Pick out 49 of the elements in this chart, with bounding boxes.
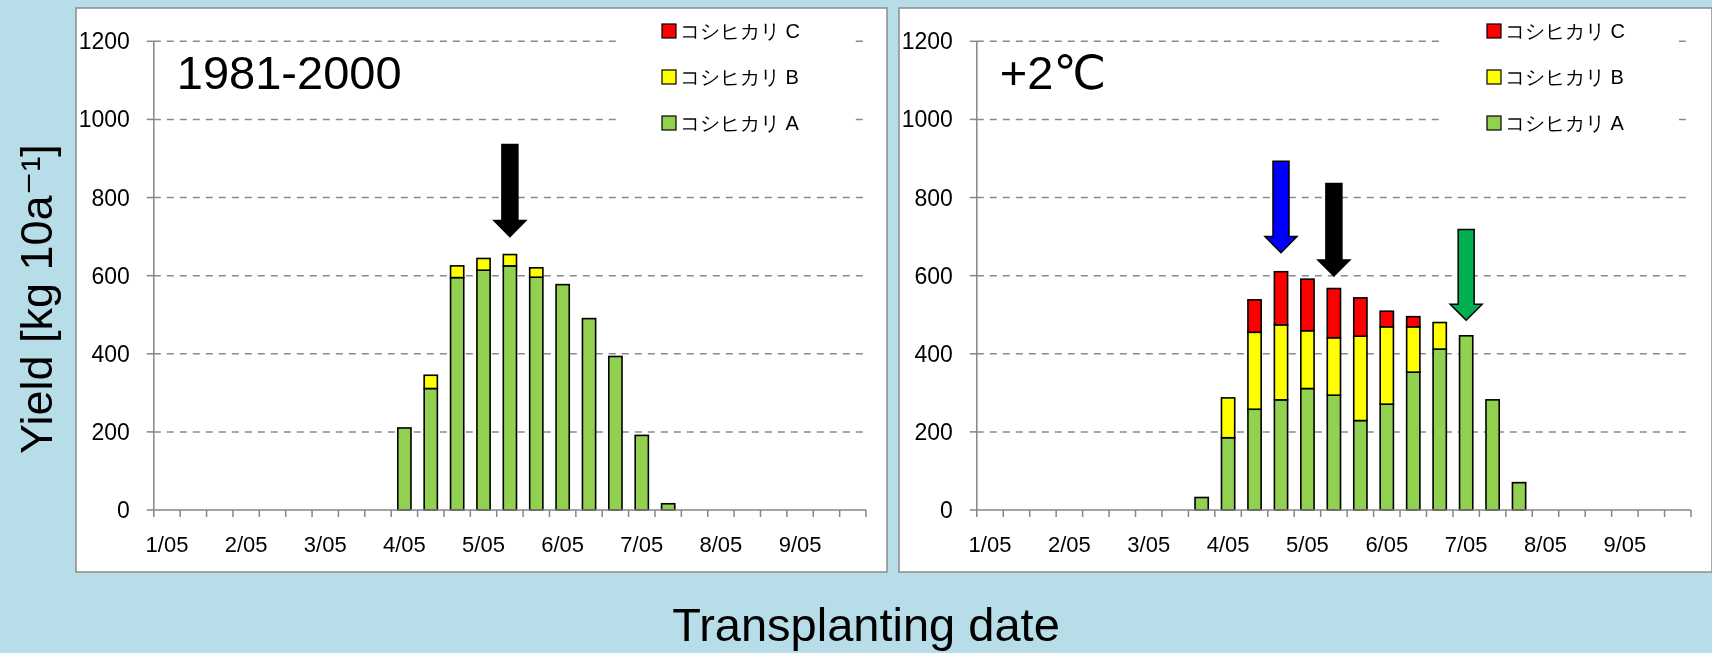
y-tick-label: 800 [914, 184, 953, 211]
x-tick-label: 6/05 [541, 531, 585, 557]
y-tick-label: 400 [91, 340, 130, 367]
bar [1485, 399, 1501, 511]
y-tick-label: 1000 [901, 106, 953, 133]
x-tick-label: 7/05 [1444, 531, 1488, 557]
x-tick-label: 3/05 [303, 531, 347, 557]
legend-label: コシヒカリ B [1505, 66, 1624, 88]
x-tick-label: 4/05 [1206, 531, 1250, 557]
x-axis-title: Transplanting date [672, 598, 1060, 651]
bar [634, 434, 650, 511]
y-tick-label: 1000 [78, 106, 130, 133]
x-tick-label: 2/05 [1047, 531, 1091, 557]
y-tick-label: 600 [914, 262, 953, 289]
bar [581, 317, 597, 511]
x-tick-label: 5/05 [462, 531, 505, 557]
x-tick-label: 8/05 [699, 531, 743, 557]
x-tick-label: 4/05 [382, 531, 426, 557]
x-tick-label: 5/05 [1286, 531, 1329, 557]
bar [1458, 335, 1474, 511]
bar [608, 355, 623, 511]
x-tick-label: 2/05 [224, 531, 268, 557]
x-tick-label: 1/05 [968, 531, 1012, 557]
chart-title: 1981-2000 [176, 46, 402, 99]
x-tick-label: 6/05 [1365, 531, 1409, 557]
legend-label: コシヒカリ B [680, 66, 799, 88]
x-tick-label: 1/05 [145, 531, 189, 557]
y-tick-label: 800 [91, 184, 130, 211]
x-tick-label: 3/05 [1127, 531, 1171, 557]
y-tick-label: 0 [117, 497, 130, 523]
bar [555, 283, 571, 511]
x-tick-label: 7/05 [620, 531, 664, 557]
legend-label: コシヒカリ C [1505, 20, 1625, 42]
y-tick-label: 1200 [78, 28, 130, 55]
x-tick-label: 9/05 [1603, 531, 1647, 557]
legend-label: コシヒカリ A [1505, 112, 1625, 134]
y-tick-label: 0 [940, 497, 953, 523]
y-tick-label: 200 [914, 418, 953, 445]
bar [396, 427, 412, 511]
legend-label: コシヒカリ C [680, 20, 800, 42]
y-tick-label: 600 [91, 262, 130, 289]
legend-label: コシヒカリ A [680, 112, 800, 134]
y-tick-label: 1200 [901, 28, 953, 55]
y-tick-label: 400 [914, 340, 953, 367]
y-tick-label: 200 [91, 418, 130, 445]
y-axis-title: Yield [kg 10a⁻¹] [10, 144, 62, 454]
chart-title: +2℃ [999, 46, 1107, 99]
x-tick-label: 8/05 [1524, 531, 1567, 557]
x-tick-label: 9/05 [778, 531, 822, 557]
